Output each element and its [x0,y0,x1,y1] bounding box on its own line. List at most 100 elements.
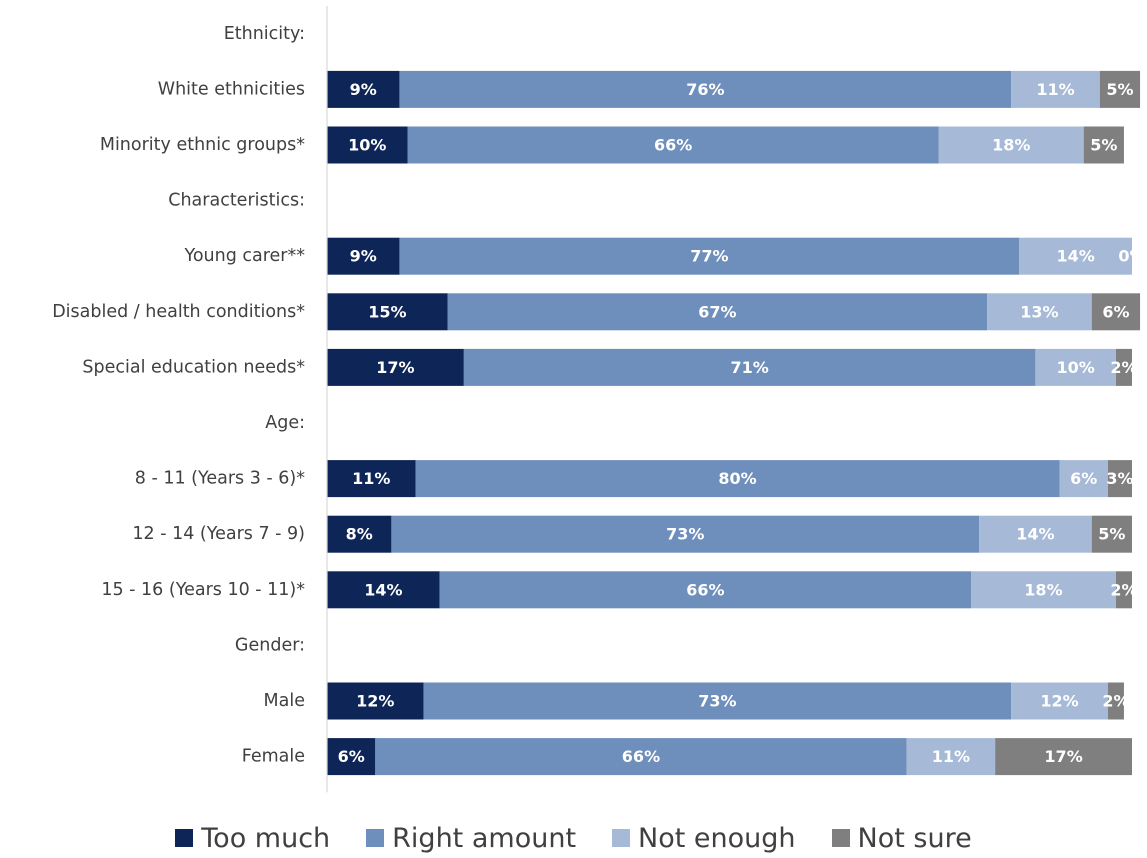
legend-item-not-sure: Not sure [831,822,972,854]
value-label-right-amount-12-14-years-7-9: 73% [666,525,704,544]
category-label-white-ethnicities: White ethnicities [158,79,305,99]
value-label-not-sure-minority-ethnic-groups: 5% [1090,136,1117,155]
legend-swatch-too-much [175,829,194,847]
category-label-ethnicity: Ethnicity: [224,24,305,44]
bar-too-much-special-education-needs [327,348,464,386]
bar-not-enough-8-11-years-3-6 [1059,460,1108,498]
bar-not-sure-white-ethnicities [1099,70,1141,108]
value-label-too-much-15-16-years-10-11: 14% [364,580,402,599]
category-label-minority-ethnic-groups: Minority ethnic groups* [100,135,305,155]
value-label-not-enough-male: 12% [1040,692,1078,711]
value-label-too-much-male: 12% [356,692,394,711]
value-label-right-amount-young-carer: 77% [690,247,728,266]
value-label-not-sure-12-14-years-7-9: 5% [1098,525,1125,544]
bars [327,70,1141,776]
bar-too-much-minority-ethnic-groups [327,126,408,164]
value-label-right-amount-15-16-years-10-11: 66% [686,580,724,599]
bar-not-sure-female [995,738,1132,776]
category-label-15-16-years-10-11: 15 - 16 (Years 10 - 11)* [101,580,305,600]
bar-too-much-12-14-years-7-9 [327,515,392,553]
bar-right-amount-15-16-years-10-11 [439,571,971,609]
bar-right-amount-minority-ethnic-groups [407,126,939,164]
value-label-too-much-8-11-years-3-6: 11% [352,469,390,488]
bar-too-much-young-carer [327,237,400,275]
value-label-too-much-young-carer: 9% [350,247,377,266]
bar-not-enough-disabled-health-conditions [987,293,1092,331]
value-label-right-amount-female: 66% [622,747,660,766]
value-label-not-sure-15-16-years-10-11: 2% [1110,580,1137,599]
value-label-right-amount-disabled-health-conditions: 67% [698,302,736,321]
legend-item-right-amount: Right amount [366,823,576,854]
value-label-not-enough-special-education-needs: 10% [1057,358,1095,377]
value-label-not-sure-disabled-health-conditions: 6% [1102,302,1129,321]
legend-label-right-amount: Right amount [392,822,577,854]
bar-not-sure-12-14-years-7-9 [1091,515,1132,553]
bar-right-amount-12-14-years-7-9 [391,515,980,553]
bar-too-much-female [327,738,376,776]
bar-too-much-8-11-years-3-6 [327,460,416,498]
value-label-too-much-female: 6% [338,747,365,766]
category-label-8-11-years-3-6: 8 - 11 (Years 3 - 6)* [135,469,305,489]
bar-right-amount-disabled-health-conditions [447,293,988,331]
bar-not-sure-special-education-needs [1115,348,1132,386]
bar-not-enough-15-16-years-10-11 [971,571,1116,609]
value-label-too-much-white-ethnicities: 9% [350,80,377,99]
bar-not-enough-white-ethnicities [1011,70,1100,108]
value-label-too-much-12-14-years-7-9: 8% [346,525,373,544]
bar-not-enough-minority-ethnic-groups [938,126,1084,164]
legend: Too much Right amount Not enough Not sur… [0,818,1147,858]
bar-right-amount-young-carer [399,237,1020,275]
value-label-not-enough-young-carer: 14% [1057,247,1095,266]
value-label-not-sure-special-education-needs: 2% [1110,358,1137,377]
legend-label-not-enough: Not enough [638,822,796,854]
bar-not-sure-disabled-health-conditions [1091,293,1141,331]
legend-item-not-enough: Not enough [612,823,796,854]
category-label-male: Male [264,691,305,711]
bar-not-enough-female [906,738,996,776]
value-label-not-enough-female: 11% [932,747,970,766]
legend-item-too-much: Too much [175,823,330,854]
bar-right-amount-white-ethnicities [399,70,1012,108]
value-label-right-amount-minority-ethnic-groups: 66% [654,136,692,155]
bar-not-enough-young-carer [1019,237,1132,275]
value-label-right-amount-special-education-needs: 71% [730,358,768,377]
category-label-gender: Gender: [235,635,305,655]
value-label-not-enough-white-ethnicities: 11% [1036,80,1074,99]
value-label-not-sure-female: 17% [1044,747,1082,766]
category-labels: Ethnicity: White ethnicities Minority ethn… [52,24,305,767]
bar-right-amount-8-11-years-3-6 [415,460,1060,498]
category-label-female: Female [242,747,305,767]
category-label-12-14-years-7-9: 12 - 14 (Years 7 - 9) [132,524,305,544]
bar-not-sure-8-11-years-3-6 [1107,460,1132,498]
bar-too-much-15-16-years-10-11 [327,571,440,609]
value-label-not-enough-15-16-years-10-11: 18% [1024,580,1062,599]
category-label-disabled-health-conditions: Disabled / health conditions* [52,302,305,322]
value-label-not-sure-white-ethnicities: 5% [1106,80,1133,99]
bar-not-sure-15-16-years-10-11 [1115,571,1132,609]
value-label-too-much-special-education-needs: 17% [376,358,414,377]
legend-label-not-sure: Not sure [857,822,972,854]
bar-not-enough-12-14-years-7-9 [979,515,1092,553]
legend-swatch-not-enough [612,829,631,847]
legend-label-too-much: Too much [201,822,331,854]
bar-too-much-male [327,682,424,720]
category-label-characteristics: Characteristics: [168,191,305,211]
category-label-age: Age: [265,413,305,433]
value-label-not-enough-minority-ethnic-groups: 18% [992,136,1030,155]
bar-right-amount-special-education-needs [463,348,1036,386]
value-label-not-sure-8-11-years-3-6: 3% [1106,469,1133,488]
bar-right-amount-female [375,738,907,776]
category-label-young-carer: Young carer** [183,246,305,266]
legend-swatch-right-amount [366,829,385,847]
value-label-not-sure-young-carer: 0% [1118,247,1145,266]
category-label-special-education-needs: Special education needs* [82,357,305,377]
value-labels: 9% 76% 11% 5% 10% 66% 18% 5% 9% 77% 14% 0% 15% 67% 13%… [338,80,1146,766]
bar-not-sure-male [1107,682,1124,720]
bar-right-amount-male [423,682,1012,720]
bar-too-much-white-ethnicities [327,70,400,108]
bar-too-much-disabled-health-conditions [327,293,448,331]
value-label-too-much-minority-ethnic-groups: 10% [348,136,386,155]
value-label-too-much-disabled-health-conditions: 15% [368,302,406,321]
bar-not-sure-minority-ethnic-groups [1083,126,1124,164]
value-label-not-enough-8-11-years-3-6: 6% [1070,469,1097,488]
